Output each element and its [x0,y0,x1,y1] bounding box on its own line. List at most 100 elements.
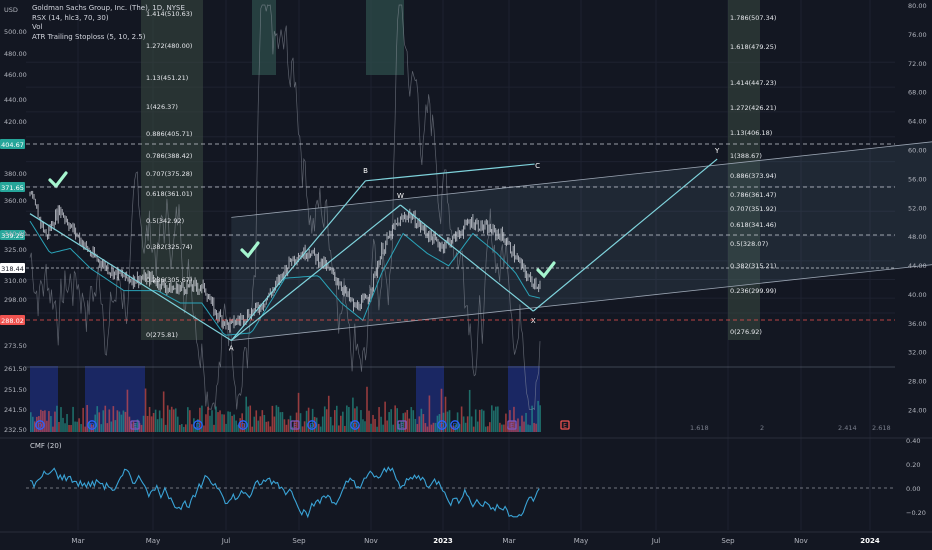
volume-bar [191,424,193,432]
fib-bottom-label: 2.414 [838,424,857,432]
volume-bar [497,406,499,432]
volume-bar [235,420,237,432]
rsx-tick: 52.00 [908,204,927,212]
volume-bar [434,422,437,432]
volume-bar [251,426,254,432]
volume-bar [231,415,233,432]
volume-bar [321,416,324,432]
volume-bar [420,408,423,432]
volume-bar [221,414,223,432]
volume-bar [378,407,380,432]
volume-bar [82,407,84,432]
wave-label-W: W [397,192,404,200]
volume-bar [148,406,151,432]
wave-leg-bc [365,163,535,182]
volume-bar [217,412,219,432]
cmf-title: CMF (20) [30,442,62,450]
volume-bar [68,424,70,432]
volume-bar [134,423,137,432]
volume-bar [396,408,398,432]
volume-bar [416,424,419,432]
volume-bar [430,424,433,432]
volume-bar [426,426,429,432]
rsx-legend[interactable]: RSX (14, hlc3, 70, 30) [32,13,109,22]
fib-left-label: 0.618(361.01) [146,190,192,198]
volume-bar [458,424,461,432]
atr-legend[interactable]: ATR Trailing Stoploss (5, 10, 2.5) [32,32,146,41]
volume-bar [160,418,163,432]
volume-bar [106,423,109,432]
price-badge-label: 404.67 [1,141,24,149]
price-tick: 261.50 [4,365,27,373]
volume-bar [287,419,290,432]
volume-bar [66,414,68,432]
dividend-marker [193,420,203,430]
price-channel [231,141,932,341]
volume-bar [386,420,388,432]
volume-bar [408,418,411,432]
volume-bar [303,421,306,432]
volume-bar [255,410,258,432]
volume-bar [90,424,92,432]
volume-bar [368,410,370,432]
dividend-marker [307,420,317,430]
volume-bar [402,413,405,432]
volume-bar [60,407,62,432]
volume-bar [499,422,501,432]
volume-bar [388,412,390,432]
volume-bar [108,409,111,432]
price-tick: 380.00 [4,170,27,178]
fib-right-label: 0.786(361.47) [730,191,776,199]
price-badge-label: 339.25 [1,232,24,240]
event-marker-label: D [353,423,358,430]
fib-right-label: 1.414(447.23) [730,79,776,87]
x-tick-label: Sep [721,537,735,545]
event-marker-label: D [196,423,201,430]
fib-labels: 1.414(510.63) 1.272(480.00) 1.13(451.21) 1(… [146,10,891,432]
vol-legend[interactable]: Vol [32,23,43,32]
volume-bar [88,422,90,432]
x-tick-label: Nov [794,537,808,545]
cmf-tick: 0.20 [906,461,920,469]
volume-bar [275,405,278,432]
volume-bar [404,412,407,432]
volume-bar [50,416,52,432]
price-tick: 310.00 [4,277,27,285]
fib-zone-right [728,0,760,340]
price-tick: 500.00 [4,28,27,36]
volume-bar [482,410,485,432]
price-badge [0,139,25,149]
volume-bar [358,424,360,432]
rsx-tick: 28.00 [908,378,927,386]
volume-bar [519,426,521,432]
rsx-tick: 76.00 [908,31,927,39]
volume-bar [205,414,207,432]
volume-bar [58,421,60,432]
volume-bar [460,406,463,432]
volume-bar [336,405,338,432]
volume-bar [521,415,523,432]
volume-bar [98,412,101,432]
volume-bar [539,405,541,432]
volume-bar [197,419,199,432]
volume-bar [442,412,445,432]
volume-bar [297,392,300,432]
x-tick-label: Jul [651,537,661,545]
volume-bar [132,421,135,432]
rsx-tick: 48.00 [908,233,927,241]
indicator-legend: Goldman Sachs Group, Inc. (The), 1D, NYS… [32,4,185,42]
volume-bar [189,410,191,432]
wave-leg-wx [400,204,534,312]
fib-left-label: 0.382(325.74) [146,243,192,251]
volume-bar [454,424,457,432]
volume-bar [195,426,197,432]
volume-bar [136,419,139,432]
volume-bar [414,418,417,432]
symbol-title[interactable]: Goldman Sachs Group, Inc. (The), 1D, NYS… [32,4,185,12]
volume-bar [164,424,167,432]
cmf-line [29,466,540,519]
volume-bar [30,412,32,432]
volume-bar [313,416,316,432]
